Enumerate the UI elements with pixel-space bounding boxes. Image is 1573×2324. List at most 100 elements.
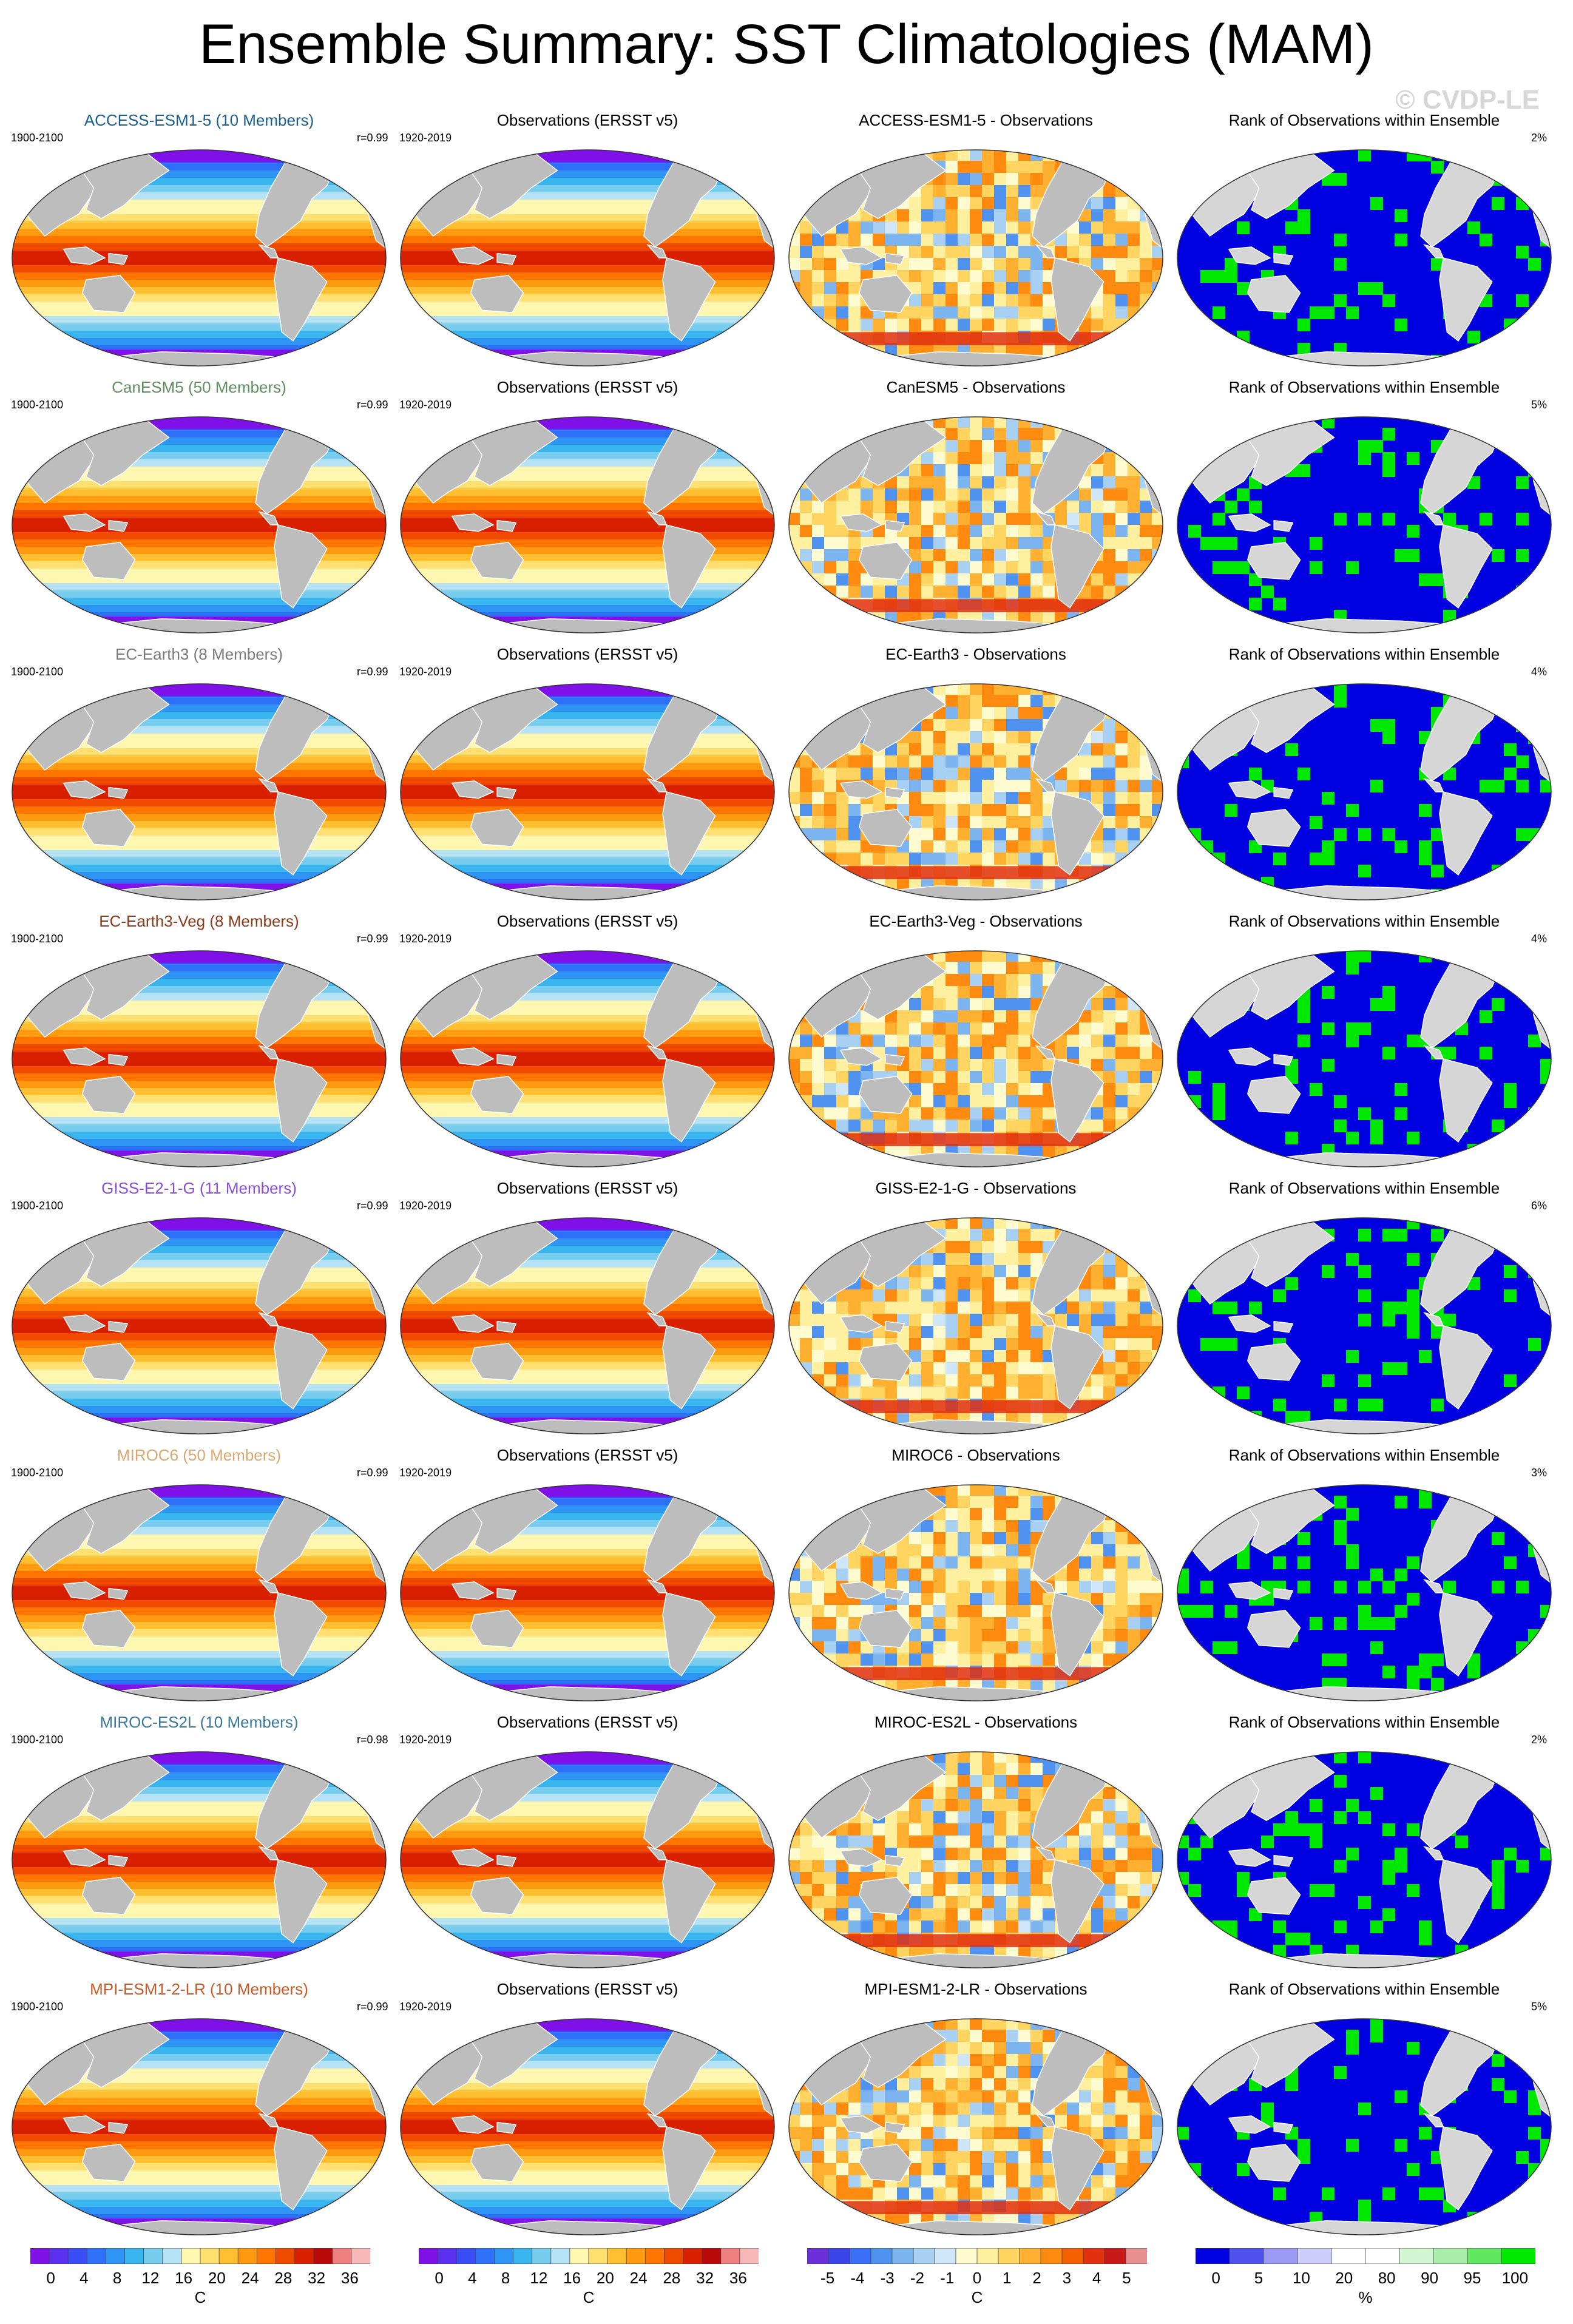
- obs-period: 1920-2019: [399, 1200, 452, 1212]
- diff-title: MIROC-ES2L - Observations: [874, 1713, 1078, 1731]
- sst-map: [12, 1751, 387, 1968]
- model-period: 1900-2100: [11, 399, 64, 411]
- colorbar-tick-label: 12: [141, 2269, 160, 2287]
- colorbar-tick-label: 32: [308, 2269, 326, 2287]
- colorbar-swatch: [1104, 2248, 1126, 2265]
- sst-map: [400, 1484, 775, 1701]
- colorbar-swatch: [1061, 2248, 1084, 2265]
- diff-title: MPI-ESM1-2-LR - Observations: [864, 1980, 1088, 1998]
- obs-title: Observations (ERSST v5): [496, 378, 678, 396]
- diff-panel: [788, 2018, 1164, 2236]
- colorbar-swatch: [256, 2248, 277, 2265]
- rank-map: [1177, 149, 1552, 367]
- colorbar-swatch: [513, 2248, 533, 2265]
- rank-title: Rank of Observations within Ensemble: [1228, 111, 1500, 129]
- colorbar-tick-label: 5: [1254, 2269, 1263, 2287]
- rank-map: [1177, 416, 1552, 633]
- colorbar-swatch: [218, 2248, 239, 2265]
- rank-title: Rank of Observations within Ensemble: [1228, 1980, 1500, 1998]
- diff-map: [788, 149, 1163, 367]
- rank-map: [1177, 1484, 1552, 1701]
- sst-map: [12, 1217, 387, 1434]
- rank-title: Rank of Observations within Ensemble: [1228, 378, 1500, 396]
- colorbar-swatch: [607, 2248, 628, 2265]
- sst-map: [12, 2018, 387, 2235]
- colorbar-swatch: [86, 2248, 107, 2265]
- colorbar-swatch: [1399, 2248, 1434, 2265]
- correlation: r=0.98: [357, 1734, 388, 1746]
- colorbar-swatch: [200, 2248, 220, 2265]
- sst-panel: [11, 950, 387, 1168]
- rank-panel: [1176, 950, 1552, 1168]
- colorbar-tick-label: 5: [1122, 2269, 1131, 2287]
- colorbar-swatches: [807, 2248, 1148, 2265]
- diff-map: [788, 683, 1163, 900]
- colorbar-tick-label: 0: [46, 2269, 55, 2287]
- sst-map: [400, 2018, 775, 2235]
- obs-panel: [399, 416, 776, 634]
- colorbar-swatch: [294, 2248, 314, 2265]
- colorbar-swatch: [569, 2248, 589, 2265]
- correlation: r=0.99: [357, 399, 388, 411]
- colorbar-tick-label: 24: [241, 2269, 259, 2287]
- colorbar-tick-label: 20: [1335, 2269, 1353, 2287]
- colorbar-swatch: [275, 2248, 296, 2265]
- model-period: 1900-2100: [11, 933, 64, 945]
- model-period: 1900-2100: [11, 132, 64, 144]
- obs-title: Observations (ERSST v5): [496, 1179, 678, 1197]
- rank-map: [1177, 1217, 1552, 1434]
- colorbar-swatch: [313, 2248, 333, 2265]
- colorbar-tick-label: 4: [1092, 2269, 1101, 2287]
- colorbar-tick-label: 28: [274, 2269, 293, 2287]
- colorbar-swatch: [849, 2248, 871, 2265]
- diff-map: [788, 1751, 1163, 1968]
- colorbar-swatches: [418, 2248, 759, 2265]
- model-period: 1900-2100: [11, 1467, 64, 1479]
- colorbar-tick-label: -1: [940, 2269, 955, 2287]
- colorbar-tick-label: 100: [1501, 2269, 1529, 2287]
- model-title: MIROC6 (50 Members): [117, 1446, 282, 1464]
- colorbar-swatch: [739, 2248, 759, 2265]
- colorbar: 0 4 8 12 16 20 24 28 32 36 C: [30, 2248, 371, 2315]
- colorbar-swatches: [30, 2248, 371, 2265]
- obs-period: 1920-2019: [399, 1467, 452, 1479]
- colorbar: 0 4 8 12 16 20 24 28 32 36 C: [418, 2248, 759, 2315]
- colorbar-tick-label: -2: [910, 2269, 924, 2287]
- colorbar-swatch: [124, 2248, 144, 2265]
- rank-panel: [1176, 1751, 1552, 1969]
- colorbar-swatch: [1195, 2248, 1230, 2265]
- colorbar-tick-label: -3: [880, 2269, 895, 2287]
- sst-map: [400, 683, 775, 900]
- colorbar: -5 -4 -3 -2 -1 0 1 2 3 4 5 C: [807, 2248, 1148, 2315]
- colorbar-swatch: [1331, 2248, 1366, 2265]
- colorbar-swatch: [1365, 2248, 1400, 2265]
- colorbar-swatch: [626, 2248, 646, 2265]
- diff-title: MIROC6 - Observations: [891, 1446, 1060, 1464]
- colorbar-swatch: [550, 2248, 570, 2265]
- obs-title: Observations (ERSST v5): [496, 1713, 678, 1731]
- obs-panel: [399, 1484, 776, 1702]
- model-period: 1900-2100: [11, 666, 64, 678]
- correlation: r=0.99: [357, 1200, 388, 1212]
- colorbar-unit: C: [971, 2288, 983, 2306]
- copyright-watermark: © CVDP-LE: [1395, 85, 1540, 115]
- colorbar-swatch: [475, 2248, 495, 2265]
- diff-title: GISS-E2-1-G - Observations: [875, 1179, 1077, 1197]
- colorbar-swatch: [1019, 2248, 1041, 2265]
- rank-map: [1177, 2018, 1552, 2235]
- rank-panel: [1176, 683, 1552, 901]
- diff-panel: [788, 149, 1164, 367]
- colorbar-swatch: [418, 2248, 439, 2265]
- colorbar-swatch: [955, 2248, 978, 2265]
- colorbar-swatch: [456, 2248, 476, 2265]
- obs-title: Observations (ERSST v5): [496, 912, 678, 930]
- rank-panel: [1176, 2018, 1552, 2236]
- rank-percent: 4%: [1531, 666, 1548, 678]
- model-title: GISS-E2-1-G (11 Members): [101, 1179, 297, 1197]
- obs-period: 1920-2019: [399, 399, 452, 411]
- diff-panel: [788, 1751, 1164, 1969]
- colorbar-swatch: [1263, 2248, 1298, 2265]
- sst-map: [12, 950, 387, 1167]
- colorbar-swatch: [588, 2248, 609, 2265]
- colorbar-tick-label: 32: [696, 2269, 714, 2287]
